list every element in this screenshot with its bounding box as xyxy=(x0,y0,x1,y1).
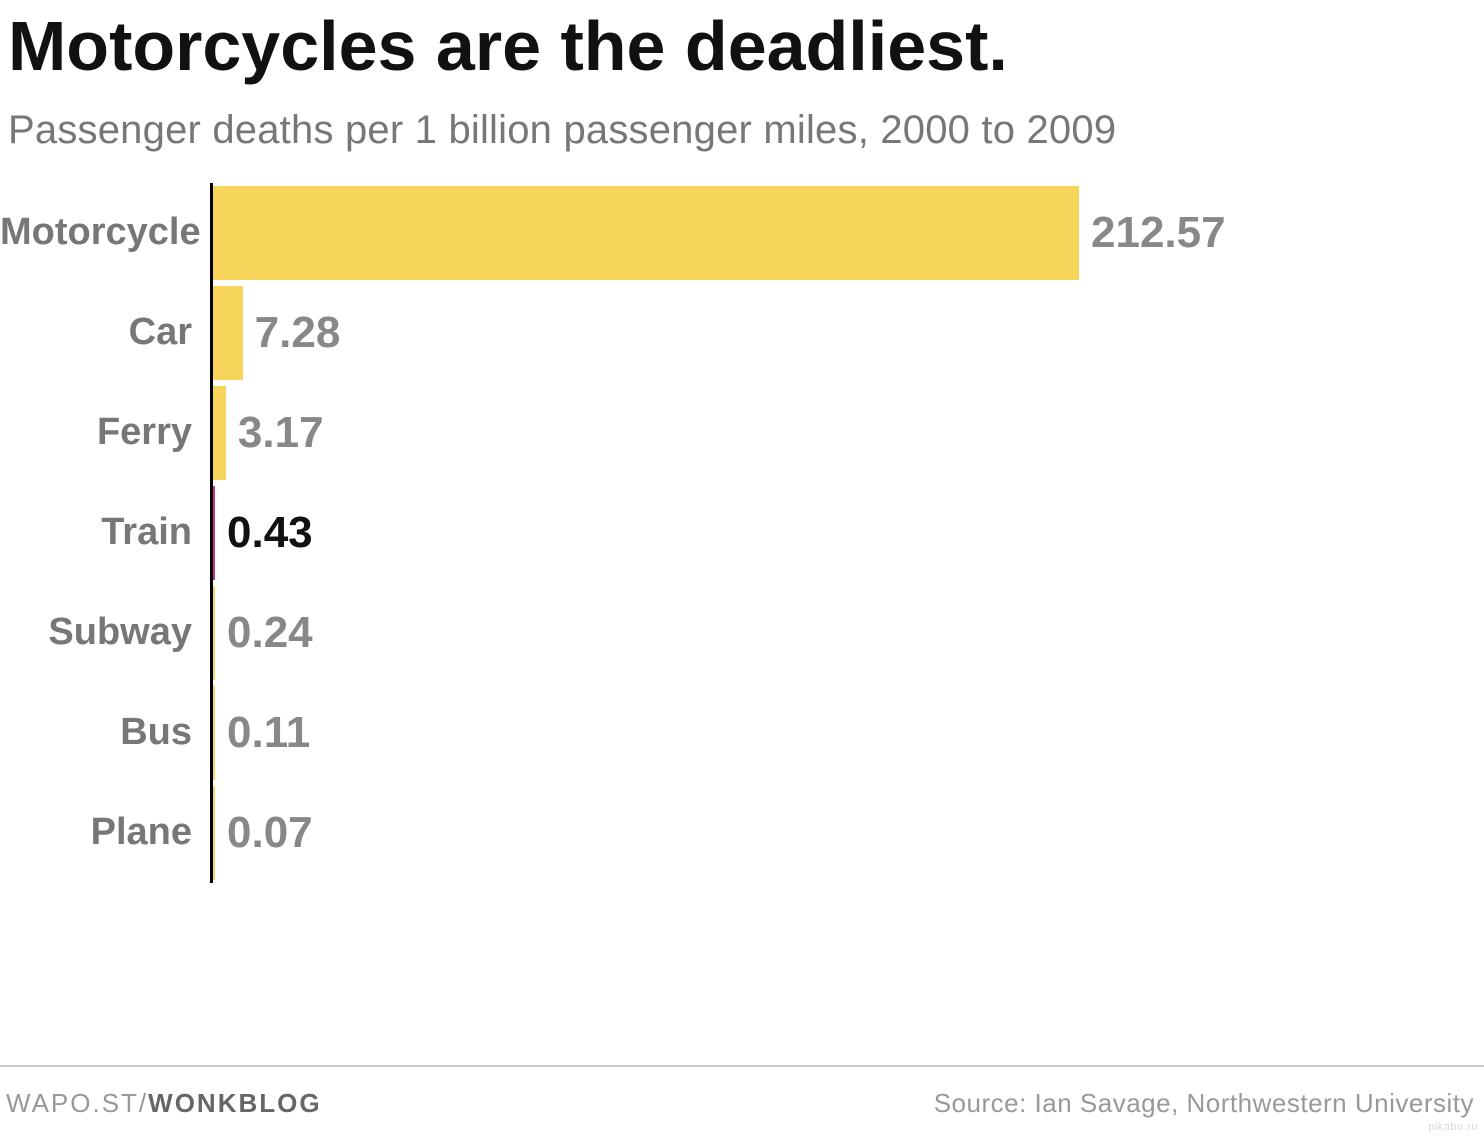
category-label: Subway xyxy=(0,611,210,654)
chart-row: Subway 0.24 xyxy=(0,583,1484,683)
bar xyxy=(213,786,215,880)
chart-row: Car 7.28 xyxy=(0,283,1484,383)
category-label: Train xyxy=(0,511,210,554)
chart-title: Motorcycles are the deadliest. xyxy=(0,0,1484,84)
footer-left-bold: WONKBLOG xyxy=(148,1088,321,1118)
bar-wrap: 7.28 xyxy=(210,283,1484,383)
bar-wrap: 0.24 xyxy=(210,583,1484,683)
bar xyxy=(213,386,226,480)
category-label: Motorcycle xyxy=(0,211,210,254)
bar xyxy=(213,586,215,680)
category-label: Bus xyxy=(0,711,210,754)
bar-wrap: 212.57 xyxy=(210,183,1484,283)
bar-wrap: 3.17 xyxy=(210,383,1484,483)
value-label: 0.11 xyxy=(227,708,310,758)
bar-wrap: 0.11 xyxy=(210,683,1484,783)
footer-source-right: Source: Ian Savage, Northwestern Univers… xyxy=(934,1088,1474,1119)
bar-wrap: 0.43 xyxy=(210,483,1484,583)
value-label: 0.07 xyxy=(227,808,313,858)
chart-container: Motorcycles are the deadliest. Passenger… xyxy=(0,0,1484,1137)
footer: WAPO.ST/WONKBLOG Source: Ian Savage, Nor… xyxy=(0,1088,1484,1119)
value-label: 3.17 xyxy=(238,408,324,458)
chart-row: Ferry 3.17 xyxy=(0,383,1484,483)
bar xyxy=(213,286,243,380)
footer-credit-left: WAPO.ST/WONKBLOG xyxy=(6,1088,322,1119)
value-label: 7.28 xyxy=(255,308,341,358)
chart-subtitle: Passenger deaths per 1 billion passenger… xyxy=(0,108,1484,153)
bar xyxy=(213,686,215,780)
category-label: Ferry xyxy=(0,411,210,454)
bar xyxy=(213,186,1079,280)
chart-row: Motorcycle 212.57 xyxy=(0,183,1484,283)
bar xyxy=(213,486,215,580)
bar-wrap: 0.07 xyxy=(210,783,1484,883)
value-label: 0.24 xyxy=(227,608,313,658)
chart-row: Bus 0.11 xyxy=(0,683,1484,783)
chart-area: Motorcycle 212.57 Car 7.28 Ferry 3.17 Train 0.4… xyxy=(0,183,1484,883)
chart-row: Train 0.43 xyxy=(0,483,1484,583)
value-label: 212.57 xyxy=(1091,208,1226,258)
watermark: pikabu.ru xyxy=(1428,1121,1478,1133)
chart-row: Plane 0.07 xyxy=(0,783,1484,883)
value-label: 0.43 xyxy=(227,508,313,558)
footer-rule xyxy=(0,1065,1484,1067)
footer-left-prefix: WAPO.ST/ xyxy=(6,1088,148,1118)
category-label: Plane xyxy=(0,811,210,854)
category-label: Car xyxy=(0,311,210,354)
